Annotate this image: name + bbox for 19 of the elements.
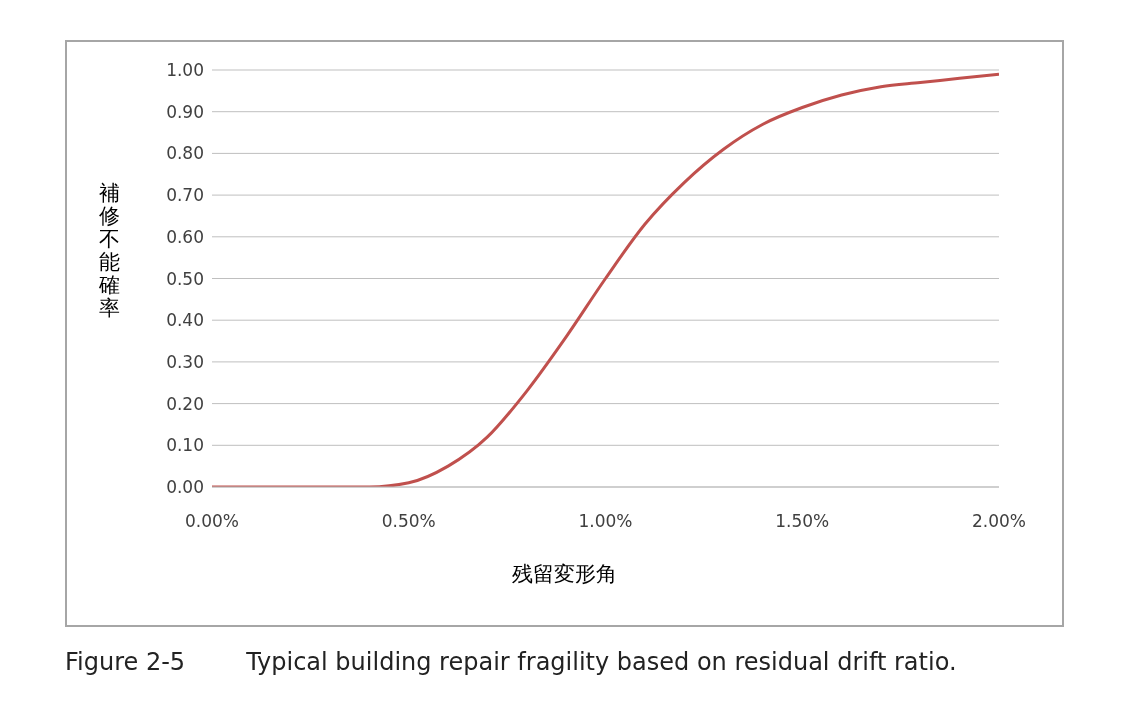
y-tick-label: 0.90 bbox=[166, 101, 204, 122]
y-tick-label: 0.50 bbox=[166, 268, 204, 289]
y-axis-title: 補修不能確率 bbox=[97, 181, 121, 320]
y-tick-label: 0.20 bbox=[166, 393, 204, 414]
x-tick-label: 2.00% bbox=[971, 511, 1027, 532]
y-tick-label: 1.00 bbox=[166, 60, 204, 81]
y-tick-label: 0.80 bbox=[166, 143, 204, 164]
y-tick-label: 0.30 bbox=[166, 351, 204, 372]
x-axis-title: 残留変形角 bbox=[511, 561, 618, 588]
text: Figure 2-5 Typical building repair fragility based on residual drift ratio. bbox=[65, 648, 957, 676]
x-tick-label: 0.00% bbox=[184, 511, 240, 532]
y-tick-label: 0.60 bbox=[166, 226, 204, 247]
y-tick-label: 0.40 bbox=[166, 310, 204, 331]
x-tick-label: 0.50% bbox=[381, 511, 436, 532]
y-tick-label: 0.10 bbox=[166, 435, 204, 456]
y-tick-label: 0.70 bbox=[166, 185, 204, 206]
y-tick-label: 0.00 bbox=[166, 477, 204, 498]
x-tick-label: 1.50% bbox=[775, 511, 830, 532]
x-tick-label: 1.00% bbox=[578, 511, 633, 532]
